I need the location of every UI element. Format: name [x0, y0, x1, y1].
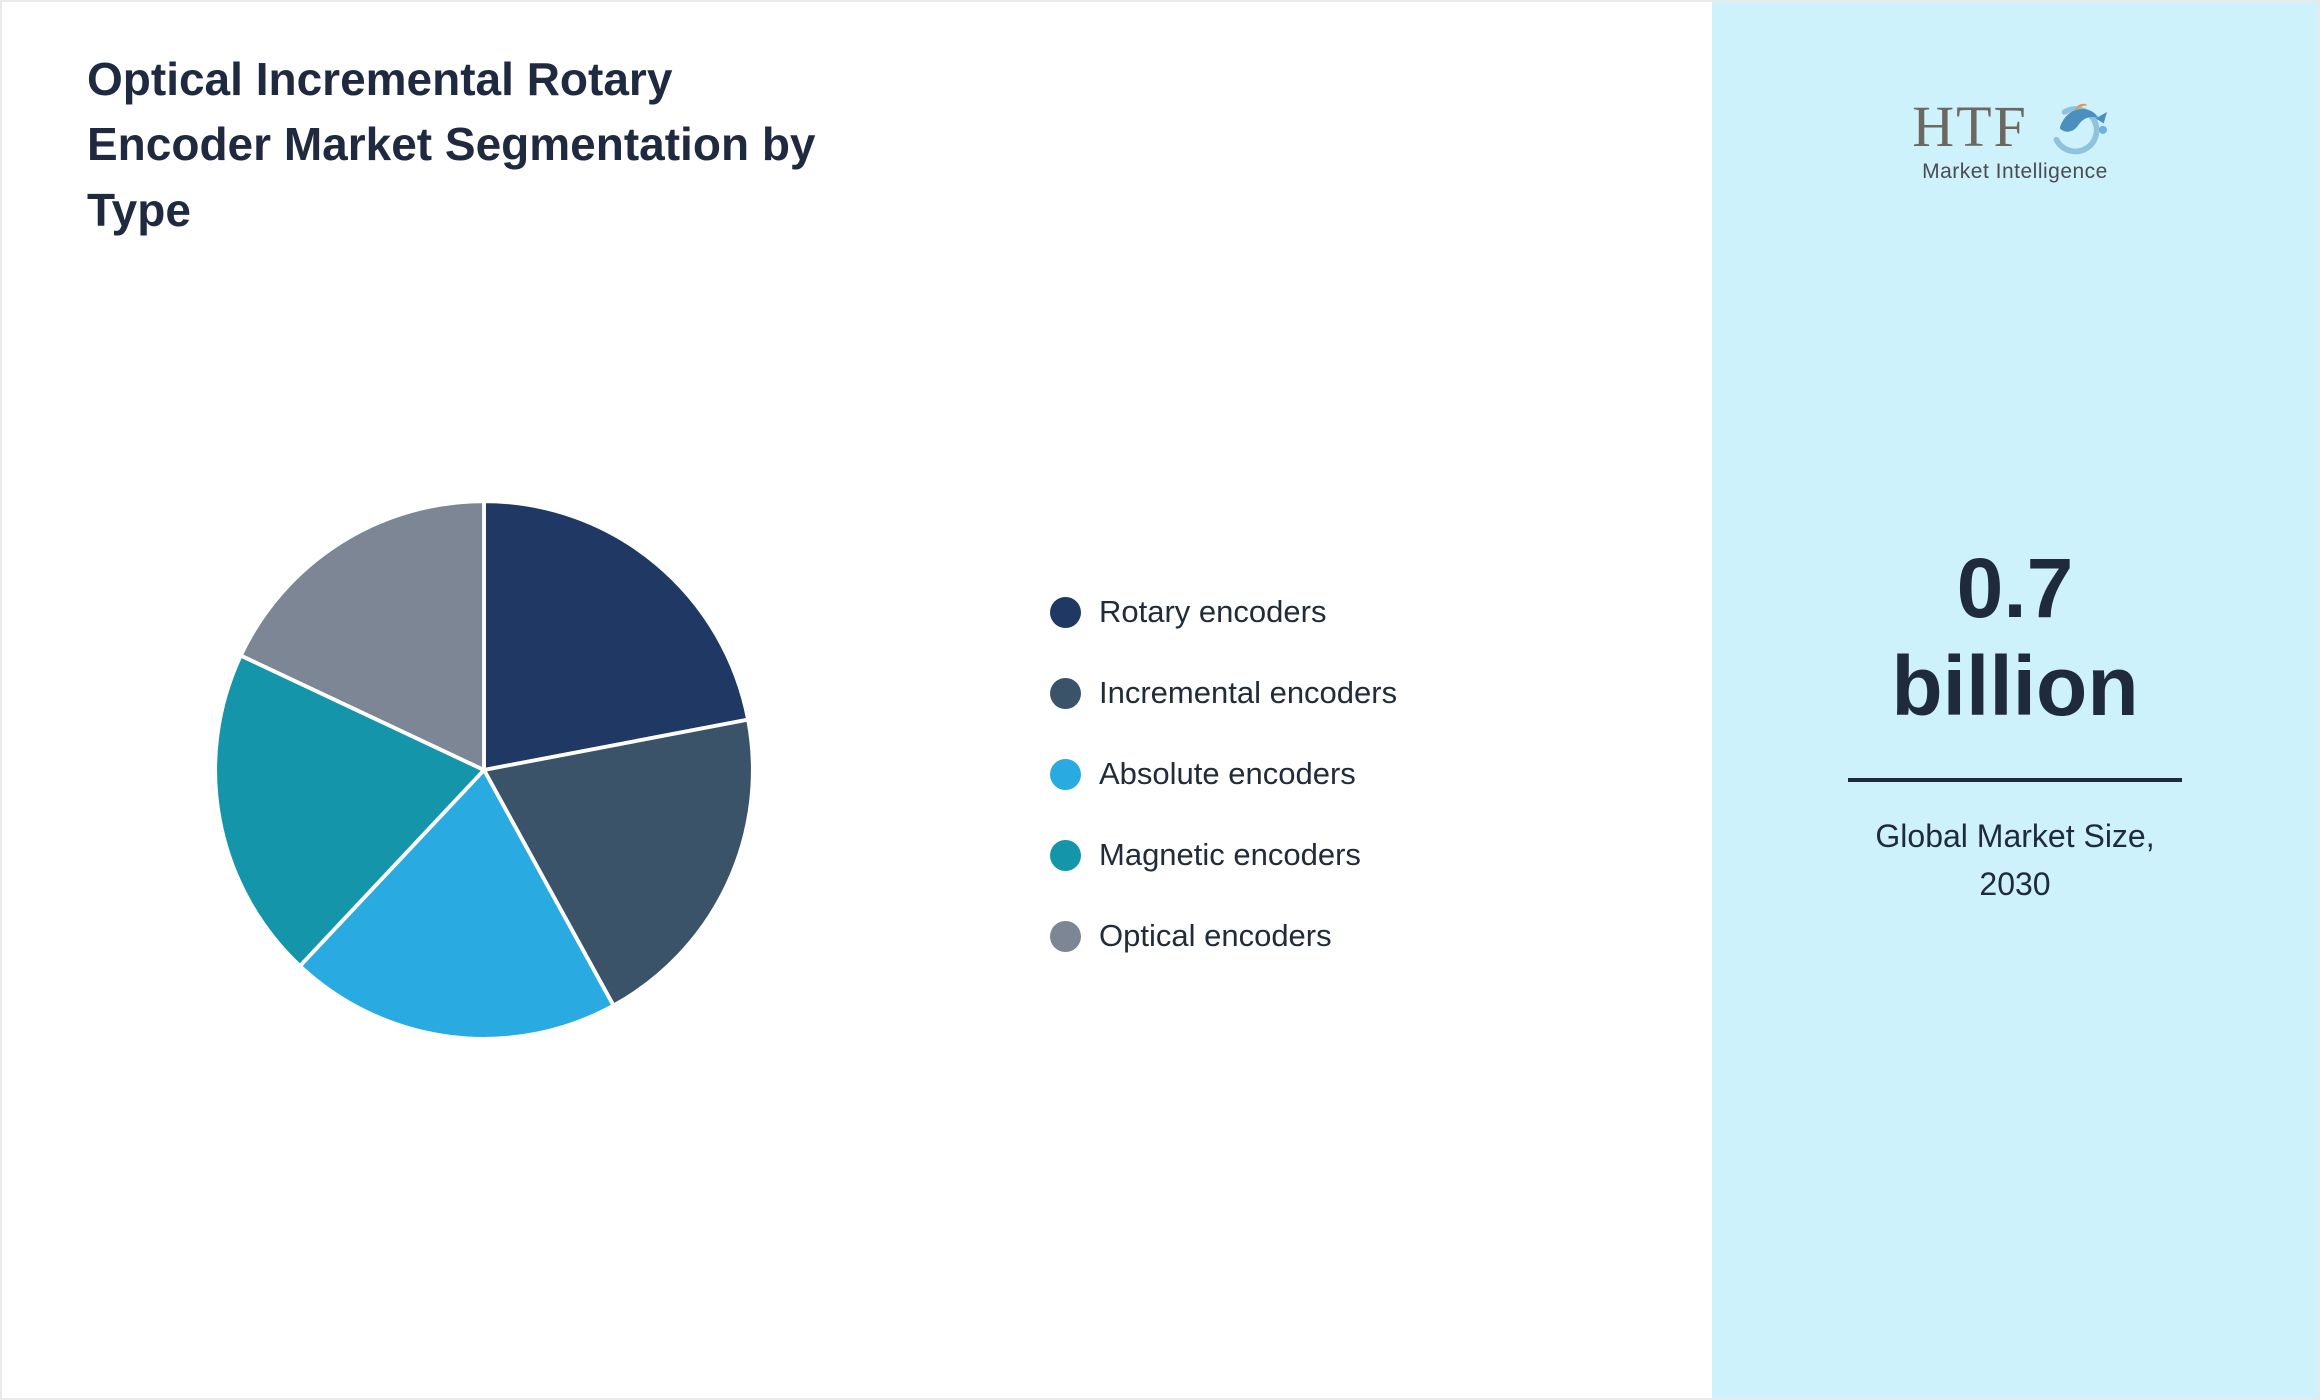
- chart-title-line-2: Encoder Market Segmentation by: [87, 118, 816, 171]
- logo-row: HTF: [1912, 94, 2118, 156]
- legend-dot: [1050, 677, 1081, 709]
- legend-label: Optical encoders: [1099, 918, 1332, 953]
- stat-value: 0.7 billion: [1712, 539, 2318, 736]
- legend-item: Absolute encoders: [1050, 756, 1397, 792]
- pie-chart: [198, 484, 770, 1056]
- right-panel: HTF Market Intelligence 0.7 billion Glob…: [1712, 2, 2318, 1398]
- legend-label: Incremental encoders: [1099, 675, 1398, 710]
- pie-chart-svg: [213, 499, 755, 1041]
- legend: Rotary encoders Incremental encoders Absol…: [1050, 594, 1397, 954]
- logo-brand-text: HTF: [1912, 94, 2028, 159]
- legend-item: Optical encoders: [1050, 918, 1397, 954]
- chart-title-line-3: Type: [87, 183, 191, 236]
- stat-label-line-1: Global Market Size,: [1875, 817, 2155, 854]
- pie-slice-5: [238, 499, 486, 772]
- stat-label-line-2: 2030: [1979, 865, 2051, 902]
- pie-slice-3: [298, 768, 616, 1041]
- dolphin-icon: [2053, 103, 2107, 155]
- stat-value-number: 0.7: [1956, 541, 2074, 635]
- legend-label: Rotary encoders: [1099, 594, 1327, 629]
- chart-section: Optical Incremental Rotary Encoder Marke…: [2, 2, 1712, 1398]
- stat-divider: [1848, 777, 2182, 782]
- stat-value-unit: billion: [1891, 639, 2139, 734]
- pie-slice-4: [213, 653, 486, 968]
- stat-label: Global Market Size, 2030: [1712, 812, 2318, 908]
- legend-item: Rotary encoders: [1050, 594, 1397, 630]
- htf-logo: HTF Market Intelligence: [1912, 94, 2118, 184]
- chart-title: Optical Incremental Rotary Encoder Marke…: [87, 47, 816, 243]
- legend-item: Incremental encoders: [1050, 675, 1397, 711]
- legend-dot: [1050, 596, 1081, 628]
- legend-label: Magnetic encoders: [1099, 837, 1361, 872]
- legend-dot: [1050, 758, 1081, 790]
- legend-dot: [1050, 920, 1081, 952]
- chart-title-line-1: Optical Incremental Rotary: [87, 53, 673, 105]
- legend-label: Absolute encoders: [1099, 756, 1356, 791]
- logo-subtitle: Market Intelligence: [1922, 160, 2108, 183]
- legend-item: Magnetic encoders: [1050, 837, 1397, 873]
- market-size-stat: 0.7 billion Global Market Size, 2030: [1712, 539, 2318, 908]
- pie-slice-1: [482, 499, 750, 772]
- pie-slice-2: [482, 717, 755, 1008]
- legend-dot: [1050, 839, 1081, 871]
